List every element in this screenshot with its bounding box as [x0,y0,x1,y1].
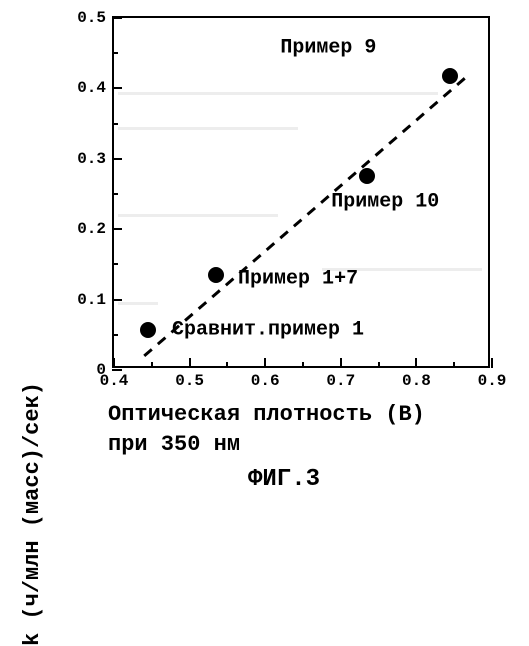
y-tick-label: 0.5 [77,9,106,27]
y-minor-tick [112,52,118,54]
scan-artifact [118,92,438,95]
y-tick-label: 0 [96,361,106,379]
data-point [208,267,224,283]
x-tick-label: 0.9 [478,372,507,390]
scan-artifact [118,214,278,217]
y-tick-label: 0.4 [77,79,106,97]
x-tick-label: 0.8 [402,372,431,390]
x-axis-label-line2: при 350 нм [108,432,240,457]
y-tick-label: 0.2 [77,220,106,238]
data-point [140,322,156,338]
y-minor-tick [112,334,118,336]
y-minor-tick [112,263,118,265]
data-point [442,68,458,84]
x-tick [415,358,417,368]
x-tick [491,358,493,368]
data-point-label: Пример 1+7 [238,267,358,290]
x-tick [113,358,115,368]
x-minor-tick [226,362,228,368]
y-tick [112,228,122,230]
y-tick-label: 0.3 [77,150,106,168]
x-tick-label: 0.6 [251,372,280,390]
scan-artifact [118,302,158,305]
x-minor-tick [378,362,380,368]
y-tick [112,87,122,89]
y-axis-label: k (ч/млн (масс)/сек) [20,382,45,646]
x-minor-tick [151,362,153,368]
plot-area: 0.40.50.60.70.80.900.10.20.30.40.5Сравни… [112,16,490,368]
data-point-label: Сравнит.пример 1 [172,318,364,341]
y-tick-label: 0.1 [77,291,106,309]
x-minor-tick [302,362,304,368]
scan-artifact [118,127,298,130]
y-tick [112,299,122,301]
x-axis-label-line1: Оптическая плотность (В) [108,402,425,427]
y-tick [112,369,122,371]
x-tick [189,358,191,368]
y-tick [112,158,122,160]
x-minor-tick [453,362,455,368]
y-minor-tick [112,193,118,195]
x-tick [264,358,266,368]
data-point-label: Пример 9 [280,36,376,59]
x-tick-label: 0.7 [326,372,355,390]
data-point [359,168,375,184]
figure-caption: ФИГ.3 [248,466,320,493]
x-tick-label: 0.5 [175,372,204,390]
x-tick [340,358,342,368]
y-minor-tick [112,123,118,125]
data-point-label: Пример 10 [331,190,439,213]
y-tick [112,17,122,19]
